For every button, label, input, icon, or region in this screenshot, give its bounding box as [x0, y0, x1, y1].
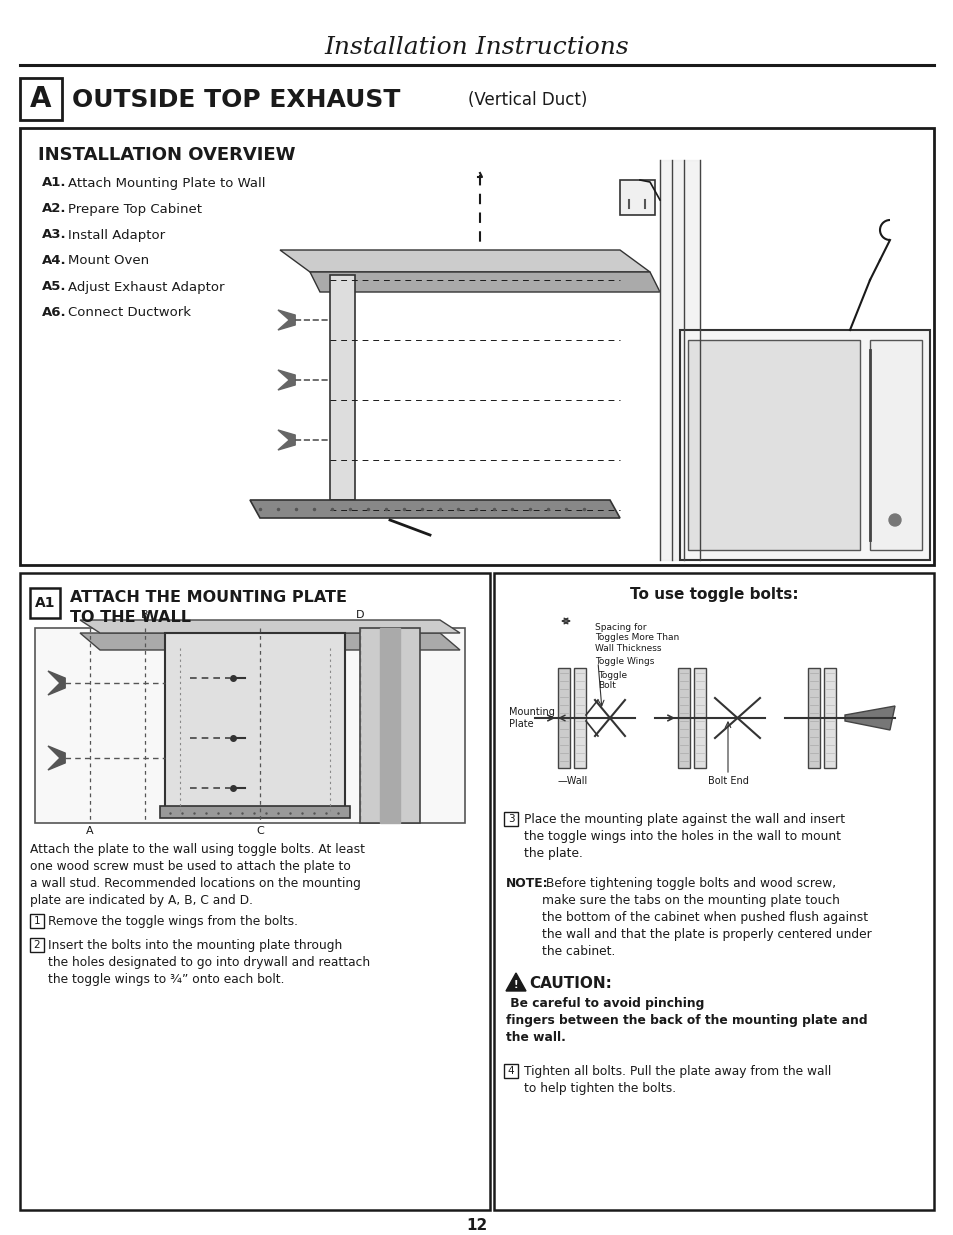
Text: Place the mounting plate against the wall and insert
the toggle wings into the h: Place the mounting plate against the wal…: [523, 813, 844, 860]
Text: Insert the bolts into the mounting plate through
the holes designated to go into: Insert the bolts into the mounting plate…: [48, 939, 370, 986]
Text: 1: 1: [33, 916, 40, 926]
Polygon shape: [80, 634, 459, 650]
Text: Attach the plate to the wall using toggle bolts. At least
one wood screw must be: Attach the plate to the wall using toggl…: [30, 844, 365, 906]
Polygon shape: [280, 249, 649, 272]
Text: Mounting
Plate: Mounting Plate: [509, 708, 555, 729]
Text: A6.: A6.: [42, 306, 67, 320]
Text: —Wall: —Wall: [558, 776, 588, 785]
Text: Adjust Exhaust Adaptor: Adjust Exhaust Adaptor: [68, 280, 224, 294]
Text: 2: 2: [33, 940, 40, 950]
Polygon shape: [277, 315, 294, 330]
Polygon shape: [48, 678, 65, 695]
Text: ATTACH THE MOUNTING PLATE: ATTACH THE MOUNTING PLATE: [70, 590, 347, 605]
Text: Connect Ductwork: Connect Ductwork: [68, 306, 191, 320]
Text: TO THE WALL: TO THE WALL: [70, 610, 191, 625]
Text: A5.: A5.: [42, 280, 67, 294]
Text: Bolt End: Bolt End: [707, 776, 748, 785]
Text: CAUTION:: CAUTION:: [529, 976, 611, 990]
Text: D: D: [355, 610, 364, 620]
Text: NOTE:: NOTE:: [505, 877, 548, 890]
Text: A3.: A3.: [42, 228, 67, 242]
Text: Toggle
Bolt: Toggle Bolt: [598, 671, 626, 690]
Text: Mount Oven: Mount Oven: [68, 254, 149, 268]
Circle shape: [888, 514, 900, 526]
Text: Before tightening toggle bolts and wood screw,
make sure the tabs on the mountin: Before tightening toggle bolts and wood …: [541, 877, 871, 958]
Text: OUTSIDE TOP EXHAUST: OUTSIDE TOP EXHAUST: [71, 88, 400, 112]
Text: Spacing for
Toggles More Than
Wall Thickness: Spacing for Toggles More Than Wall Thick…: [595, 622, 679, 653]
Polygon shape: [558, 668, 569, 768]
Text: To use toggle bolts:: To use toggle bolts:: [629, 588, 798, 603]
Polygon shape: [48, 746, 65, 763]
Polygon shape: [48, 753, 65, 769]
Text: Be careful to avoid pinching
fingers between the back of the mounting plate and
: Be careful to avoid pinching fingers bet…: [505, 997, 866, 1044]
Text: 3: 3: [507, 814, 514, 824]
Polygon shape: [330, 275, 355, 500]
Bar: [30, 588, 60, 618]
Text: A2.: A2.: [42, 203, 67, 215]
Text: A: A: [30, 85, 51, 112]
Bar: [30, 939, 44, 952]
Polygon shape: [310, 272, 659, 291]
Polygon shape: [250, 500, 619, 517]
Polygon shape: [574, 668, 585, 768]
Polygon shape: [277, 370, 294, 385]
Text: Toggle Wings: Toggle Wings: [595, 657, 654, 666]
Bar: [503, 1065, 517, 1078]
Bar: [160, 806, 350, 818]
Polygon shape: [844, 706, 894, 730]
Bar: [30, 914, 44, 927]
Text: Install Adaptor: Install Adaptor: [68, 228, 165, 242]
Text: A4.: A4.: [42, 254, 67, 268]
Bar: [619, 180, 655, 215]
Text: !: !: [514, 981, 517, 990]
Text: Tighten all bolts. Pull the plate away from the wall
to help tighten the bolts.: Tighten all bolts. Pull the plate away f…: [523, 1065, 830, 1095]
Polygon shape: [505, 973, 525, 990]
Text: Installation Instructions: Installation Instructions: [324, 37, 629, 59]
Text: A1: A1: [34, 597, 55, 610]
Text: 12: 12: [466, 1218, 487, 1233]
Bar: [165, 634, 345, 813]
Text: A1.: A1.: [42, 177, 67, 189]
Bar: [20, 128, 933, 564]
Polygon shape: [679, 330, 929, 559]
Polygon shape: [277, 435, 294, 450]
Bar: [494, 573, 933, 1210]
Text: B: B: [141, 610, 149, 620]
Polygon shape: [678, 668, 689, 768]
Polygon shape: [277, 375, 294, 390]
Text: Prepare Top Cabinet: Prepare Top Cabinet: [68, 203, 202, 215]
Text: Attach Mounting Plate to Wall: Attach Mounting Plate to Wall: [68, 177, 265, 189]
Text: Remove the toggle wings from the bolts.: Remove the toggle wings from the bolts.: [48, 914, 297, 927]
Text: INSTALLATION OVERVIEW: INSTALLATION OVERVIEW: [38, 146, 295, 164]
Polygon shape: [359, 629, 419, 823]
Polygon shape: [379, 629, 399, 823]
Polygon shape: [807, 668, 820, 768]
Polygon shape: [80, 620, 459, 634]
Polygon shape: [869, 340, 921, 550]
Bar: [20, 573, 490, 1210]
Bar: [35, 629, 464, 823]
Text: A: A: [86, 826, 93, 836]
Text: (Vertical Duct): (Vertical Duct): [468, 91, 587, 109]
Polygon shape: [687, 340, 859, 550]
Polygon shape: [277, 430, 294, 445]
Bar: [20, 78, 62, 120]
Polygon shape: [48, 671, 65, 688]
Bar: [503, 811, 517, 826]
Text: C: C: [255, 826, 264, 836]
Polygon shape: [823, 668, 835, 768]
Polygon shape: [693, 668, 705, 768]
Text: 4: 4: [507, 1066, 514, 1076]
Polygon shape: [659, 161, 700, 559]
Polygon shape: [277, 310, 294, 325]
